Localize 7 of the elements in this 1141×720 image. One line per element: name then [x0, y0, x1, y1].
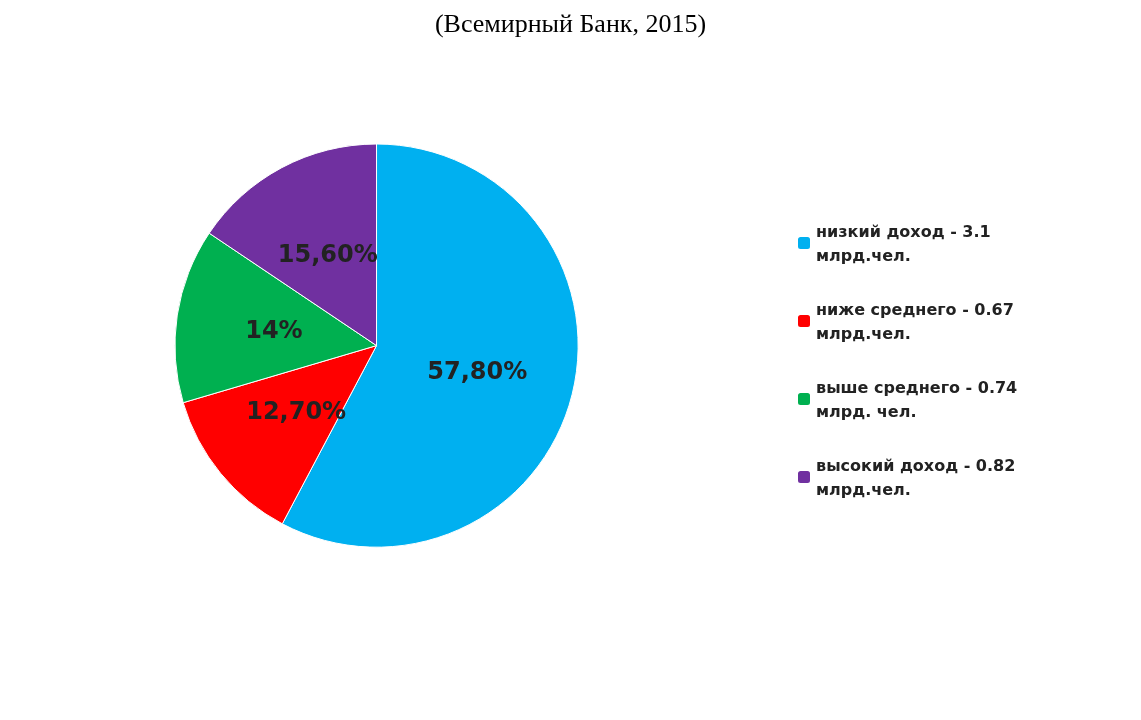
legend-label: выше среднего - 0.74 млрд. чел.: [816, 377, 1023, 421]
legend-label: ниже среднего - 0.67 млрд.чел.: [816, 299, 1020, 343]
legend-label: высокий доход - 0.82 млрд.чел.: [816, 455, 1021, 499]
legend-label: низкий доход - 3.1 млрд.чел.: [816, 221, 997, 265]
data-label: 57,80%: [427, 356, 528, 385]
data-label: 14%: [245, 315, 303, 344]
chart-title: (Всемирный Банк, 2015): [434, 8, 707, 38]
